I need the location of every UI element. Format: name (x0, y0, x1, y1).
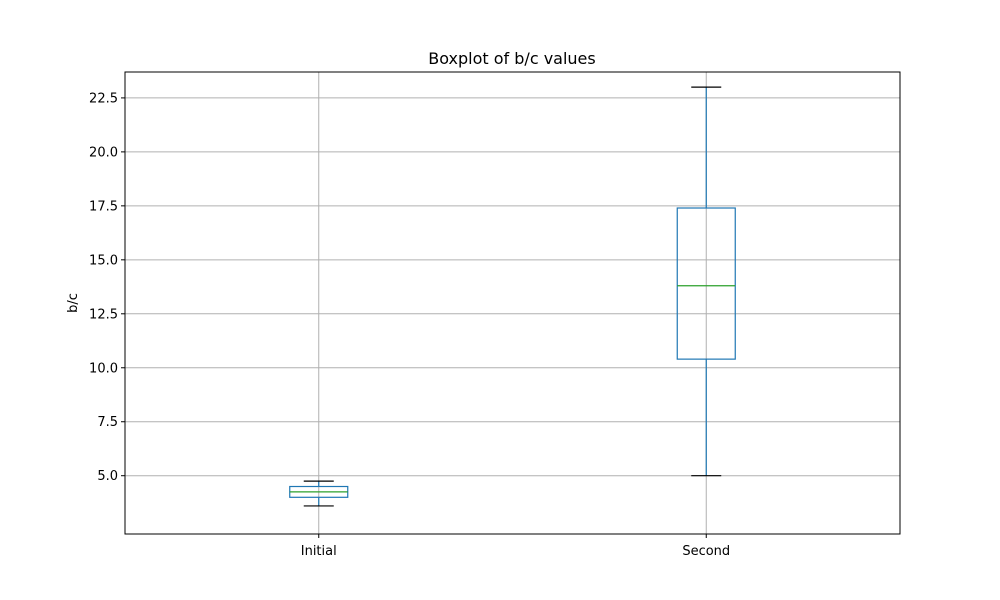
chart-title: Boxplot of b/c values (428, 49, 595, 68)
x-tick-label: Second (682, 544, 730, 559)
y-tick-label: 12.5 (89, 307, 118, 322)
iqr-box (676, 207, 736, 360)
plot-frame (124, 71, 901, 535)
y-tick-label: 20.0 (89, 145, 118, 160)
y-tick-label: 7.5 (97, 415, 118, 430)
y-tick-label: 10.0 (89, 361, 118, 376)
box-initial (289, 480, 349, 507)
box-second (676, 86, 736, 477)
y-tick-label: 5.0 (97, 469, 118, 484)
tick-layer: 5.0 7.5 10.0 12.5 15.0 17.5 20.0 22.5 Initial Sec… (89, 91, 730, 559)
x-tick-label: Initial (301, 544, 337, 559)
y-tick-label: 17.5 (89, 199, 118, 214)
y-tick-label: 22.5 (89, 91, 118, 106)
y-axis-label: b/c (66, 293, 81, 313)
y-tick-label: 15.0 (89, 253, 118, 268)
grid-layer (125, 72, 900, 534)
box-layer (289, 86, 736, 507)
